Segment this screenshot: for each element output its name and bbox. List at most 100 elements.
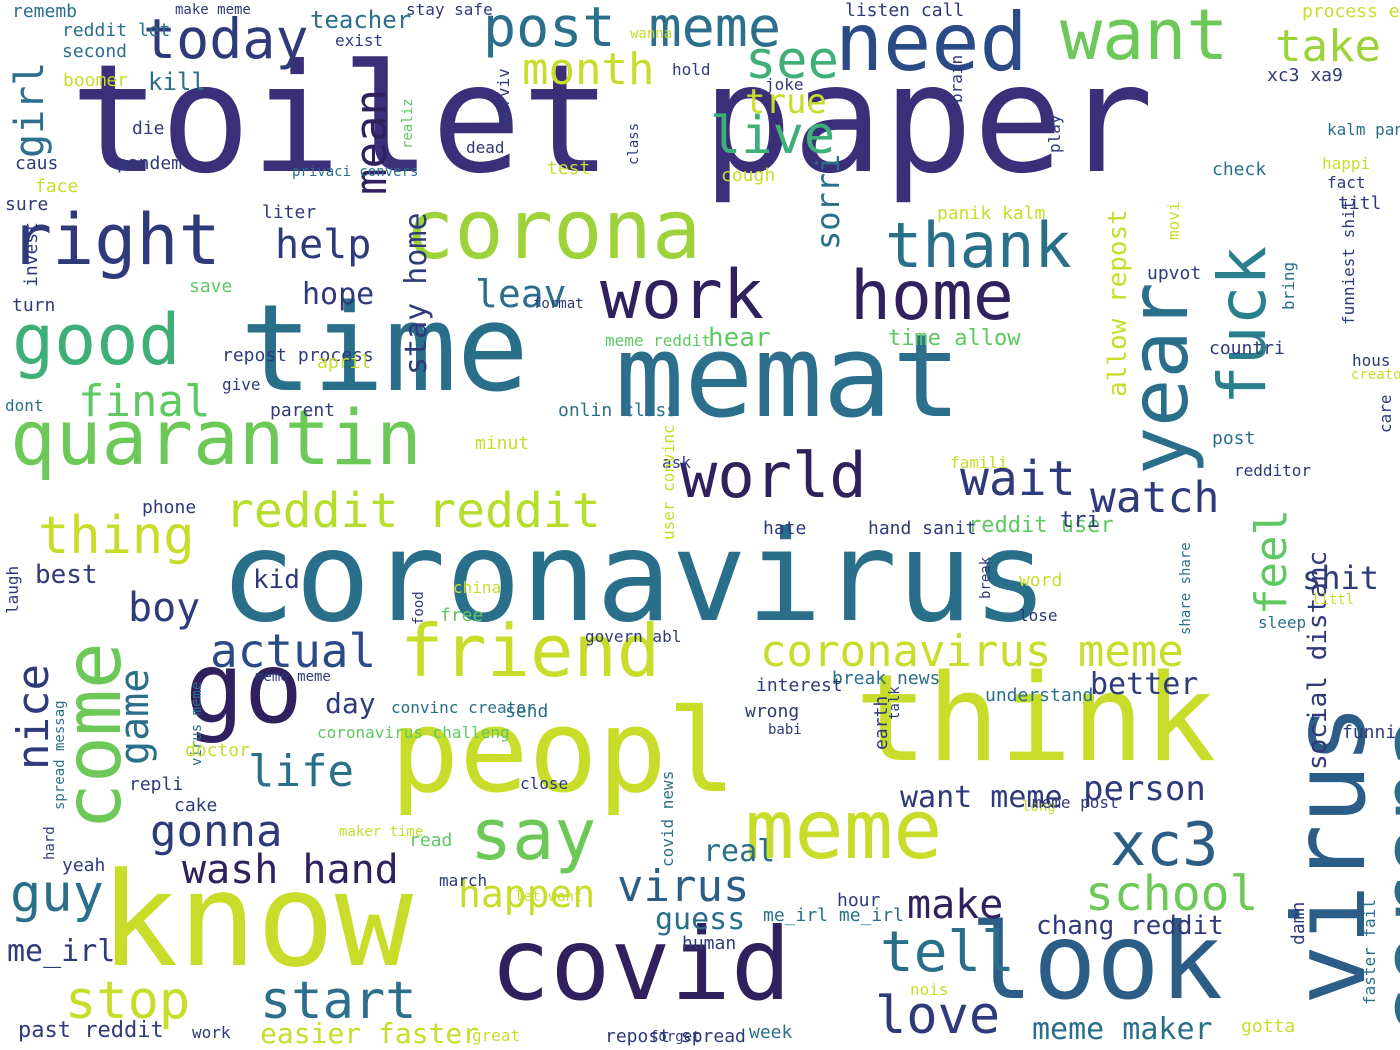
cloud-word: past reddit: [18, 1018, 164, 1043]
cloud-word: play: [1045, 114, 1064, 153]
cloud-word: chang reddit: [1036, 911, 1224, 941]
cloud-word: shit: [1302, 559, 1380, 597]
cloud-word: reddit user: [968, 513, 1114, 538]
cloud-word: spread messag: [52, 700, 68, 810]
cloud-word: repli: [129, 774, 184, 795]
cloud-word: friend: [400, 609, 661, 693]
cloud-word: look: [970, 901, 1223, 1023]
cloud-word: repost process: [222, 345, 374, 366]
cloud-word: funniest shit: [1339, 199, 1358, 325]
cloud-word: coronavirus challeng: [317, 723, 510, 742]
cloud-word: break: [978, 556, 994, 599]
cloud-word: home: [850, 257, 1014, 336]
cloud-word: game: [112, 668, 158, 765]
cloud-word: month: [522, 44, 655, 95]
cloud-word: wait: [960, 451, 1076, 507]
cloud-word: today: [143, 7, 309, 71]
cloud-word: invest: [21, 221, 42, 287]
cloud-word: teacher: [310, 6, 412, 34]
cloud-word: post meme: [483, 0, 782, 59]
cloud-word: boy: [128, 585, 201, 631]
cloud-word: meme reddit: [605, 331, 711, 350]
cloud-word: leav: [475, 272, 567, 316]
cloud-word: social distanc: [1303, 550, 1333, 770]
cloud-word: govern abl: [585, 627, 682, 646]
cloud-word: sure: [5, 194, 49, 215]
cloud-word: kill: [148, 68, 206, 96]
cloud-word: brain: [947, 54, 966, 103]
cloud-word: face: [35, 176, 79, 197]
cloud-word: best: [35, 560, 98, 590]
cloud-word: make: [907, 882, 1004, 928]
cloud-word: know: [100, 844, 414, 996]
cloud-word: user convinc: [659, 424, 678, 540]
cloud-word: start: [260, 971, 417, 1031]
cloud-word: format: [533, 296, 584, 312]
cloud-word: great: [472, 1026, 521, 1045]
cloud-word: give: [222, 375, 261, 394]
cloud-word: hour: [837, 890, 881, 911]
cloud-word: surviv: [494, 68, 513, 126]
cloud-word: covid news: [658, 770, 677, 867]
cloud-word: kid: [253, 565, 300, 595]
cloud-word: hand sanit: [868, 518, 977, 539]
cloud-word: gonna: [150, 806, 283, 857]
cloud-word: school: [1085, 866, 1259, 922]
cloud-word: guess: [655, 902, 746, 937]
cloud-word: xc3: [1110, 810, 1219, 880]
cloud-word: interest: [756, 675, 843, 696]
cloud-word: real: [703, 834, 776, 869]
cloud-word: say: [470, 794, 597, 876]
cloud-word: person: [1083, 769, 1206, 809]
cloud-word: let want: [515, 889, 583, 905]
cloud-word: sorri: [809, 153, 847, 250]
cloud-word: countri: [1209, 338, 1285, 359]
cloud-word: toilet paper: [70, 33, 1154, 207]
cloud-word: wrong: [745, 701, 800, 722]
cloud-word: movi: [1164, 201, 1183, 240]
cloud-word: want meme: [900, 780, 1063, 815]
cloud-word: dont: [5, 396, 44, 415]
cloud-word: march: [439, 871, 488, 890]
cloud-word: close: [520, 774, 569, 793]
cloud-word: listen call: [845, 0, 965, 21]
cloud-word: day: [325, 687, 376, 720]
cloud-word: thing: [38, 506, 195, 566]
cloud-word: nois: [910, 980, 949, 999]
cloud-word: see: [745, 31, 839, 91]
cloud-word: turn: [12, 295, 56, 316]
cloud-word: peopl: [390, 685, 737, 819]
cloud-word: littl: [1312, 592, 1355, 608]
cloud-word: week: [749, 1022, 793, 1043]
cloud-word: free: [440, 605, 484, 626]
cloud-word: reddit reddit: [225, 483, 601, 539]
cloud-word: die: [132, 118, 165, 139]
cloud-word: save: [189, 276, 233, 297]
cloud-word: caus: [15, 153, 59, 174]
cloud-word: life: [248, 746, 354, 797]
cloud-word: stay home: [399, 212, 434, 375]
cloud-word: wash hand: [182, 847, 399, 893]
cloud-word: girl: [7, 61, 53, 158]
cloud-word: love: [875, 986, 1001, 1046]
cloud-word: kalm paniw: [1327, 120, 1400, 139]
cloud-word: want: [1060, 0, 1229, 76]
cloud-word: onlin class: [558, 400, 678, 421]
cloud-word: stay safe: [406, 0, 493, 19]
cloud-word: time: [240, 280, 529, 419]
cloud-word: babi: [768, 722, 802, 738]
cloud-word: right: [10, 199, 221, 281]
cloud-word: doctor: [185, 740, 251, 761]
cloud-word: memat: [615, 310, 962, 444]
cloud-word: forget: [650, 1029, 701, 1045]
cloud-word: good: [12, 299, 181, 381]
cloud-word: ask: [662, 453, 691, 472]
cloud-word: meme: [745, 783, 943, 878]
cloud-word: damn: [1288, 901, 1309, 945]
cloud-word: process easier: [1302, 1, 1400, 22]
cloud-word: coronavirus meme: [760, 626, 1184, 677]
cloud-word: laugh: [3, 565, 22, 614]
cloud-word: understand: [985, 685, 1094, 706]
cloud-word: care: [1376, 394, 1395, 433]
cloud-word: go: [185, 632, 304, 746]
